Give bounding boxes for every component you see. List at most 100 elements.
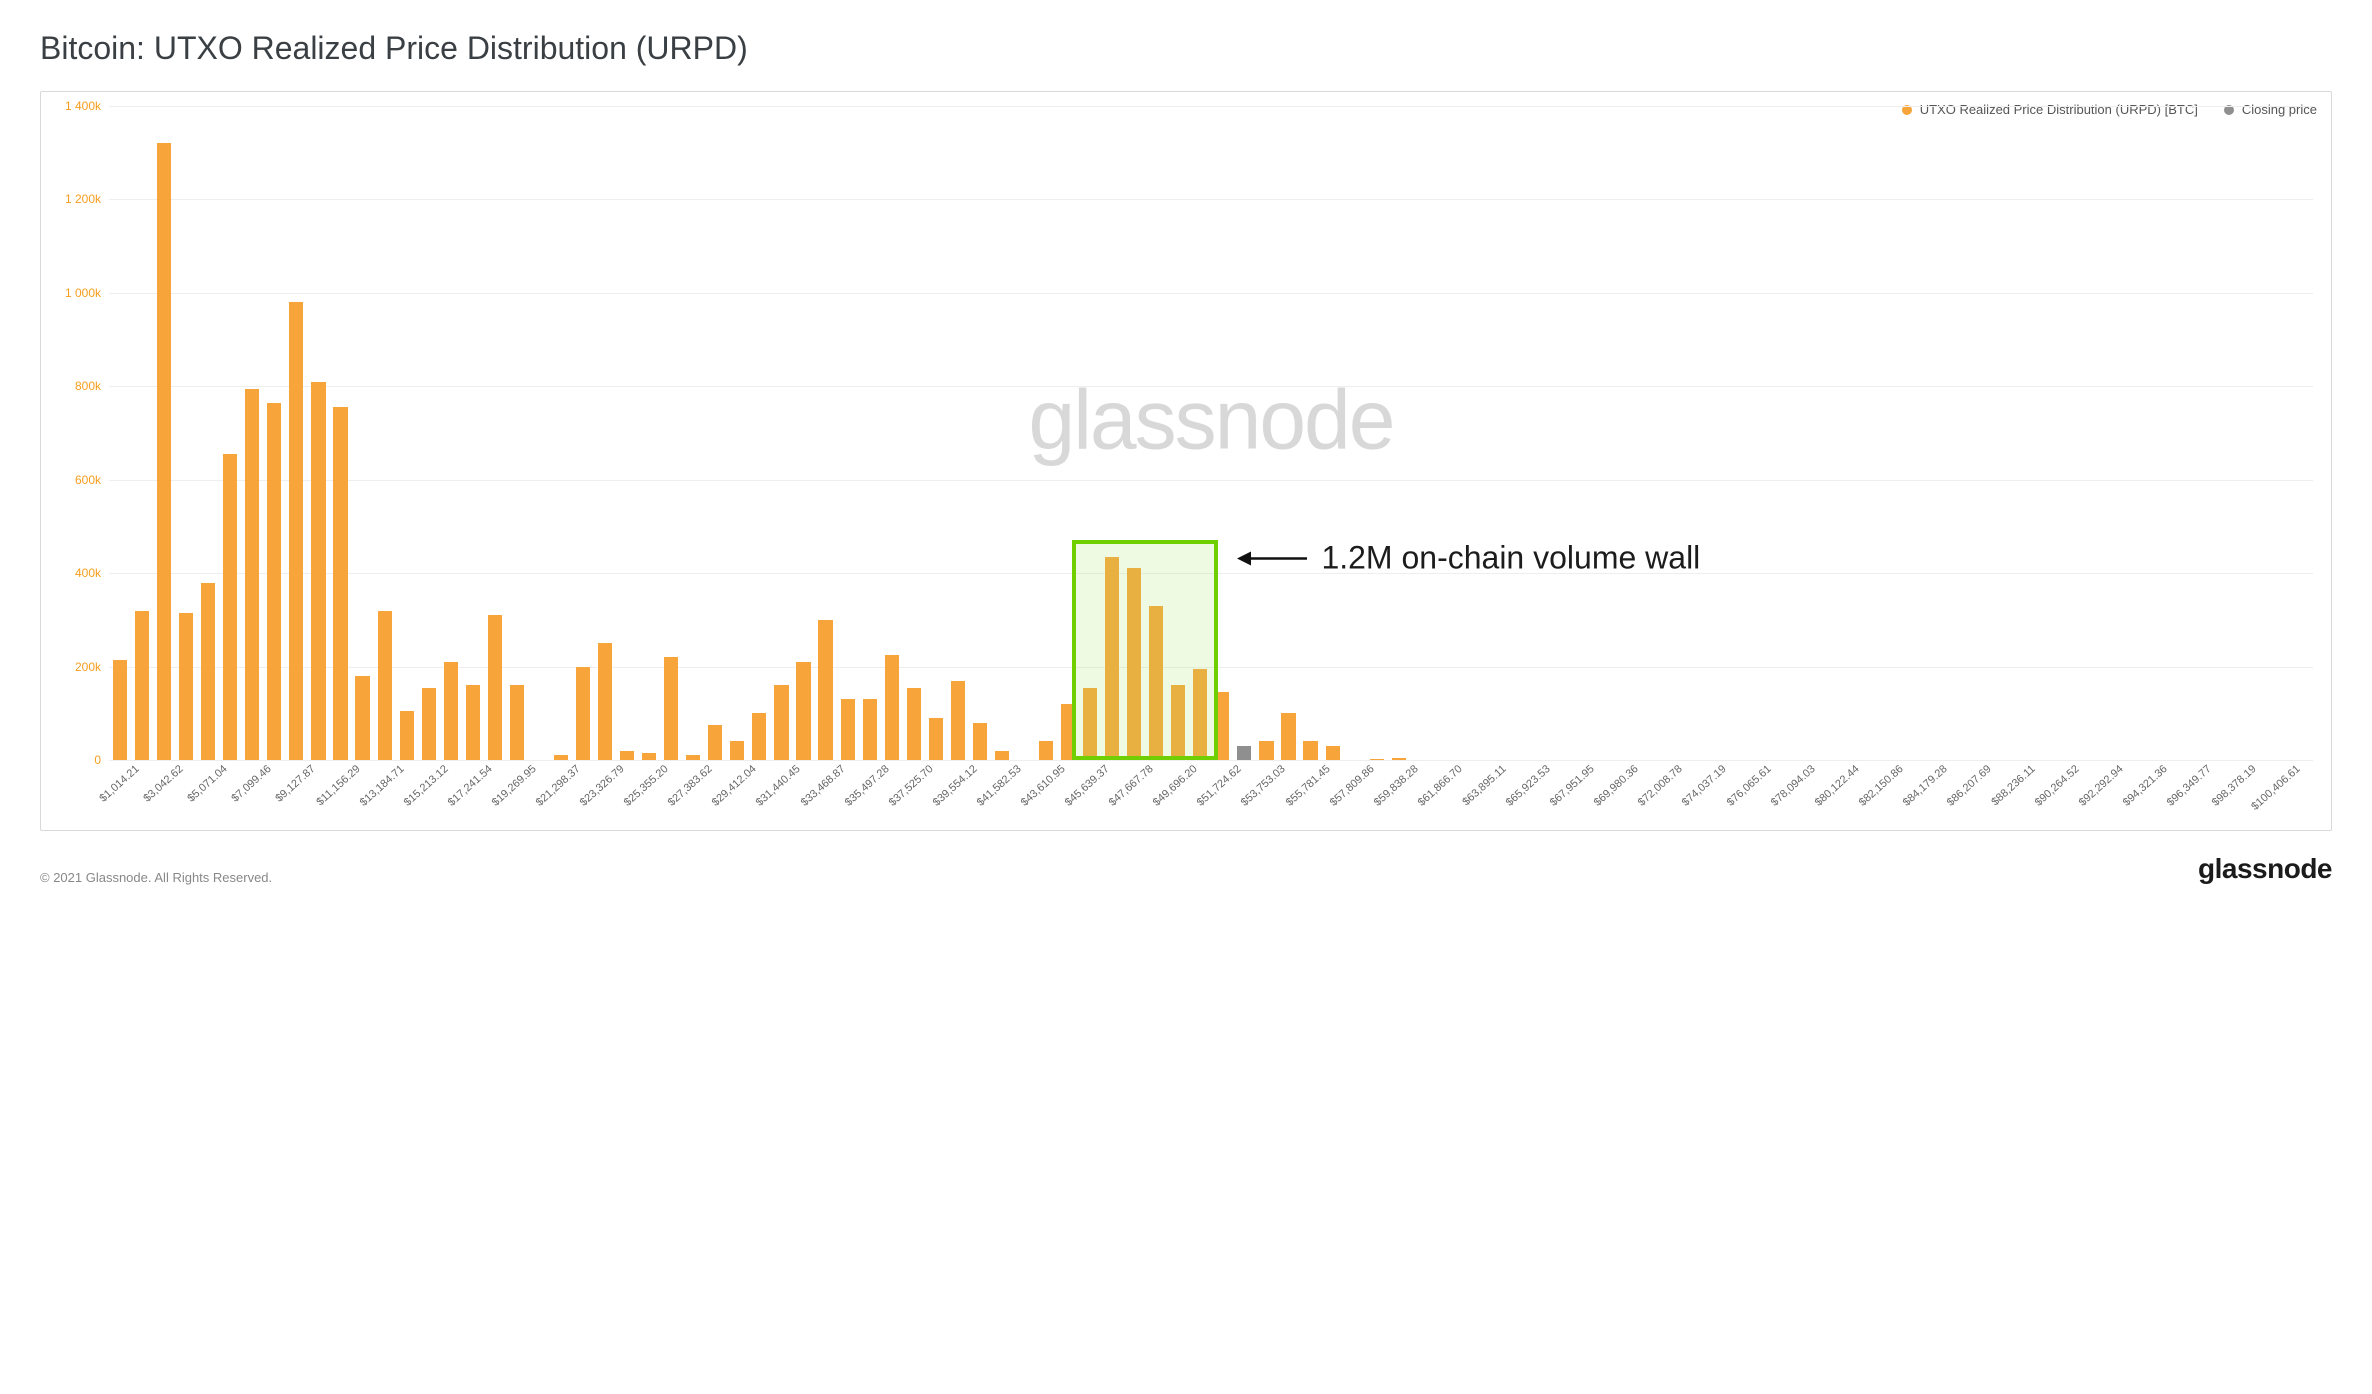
bar-slot [219, 106, 241, 760]
x-axis-label: $41,582.53 [975, 763, 1024, 809]
bar [1303, 741, 1317, 760]
x-axis-label: $7,099.46 [230, 763, 274, 805]
x-axis-label: $76,065.61 [1724, 763, 1773, 809]
y-axis-label: 1 000k [51, 286, 101, 300]
bar-slot: $94,321.36 [2137, 106, 2159, 760]
bar-slot: $41,582.53 [991, 106, 1013, 760]
bar [400, 711, 414, 760]
bar-slot: $69,980.36 [1608, 106, 1630, 760]
y-axis-label: 800k [51, 379, 101, 393]
bar-slot [131, 106, 153, 760]
bar-slot: $21,298.37 [550, 106, 572, 760]
x-axis-label: $37,525.70 [886, 763, 935, 809]
bar-slot [881, 106, 903, 760]
y-axis-label: 400k [51, 566, 101, 580]
bar-slot [616, 106, 638, 760]
bar-slot: $27,383.62 [682, 106, 704, 760]
bar-slot [2027, 106, 2049, 760]
bar-slot: $74,037.19 [1696, 106, 1718, 760]
bar [289, 302, 303, 760]
bar [774, 685, 788, 760]
bar [576, 667, 590, 760]
bar [333, 407, 347, 760]
bar [1215, 692, 1229, 760]
x-axis-label: $15,213.12 [401, 763, 450, 809]
y-axis-label: 200k [51, 660, 101, 674]
x-axis-label: $25,355.20 [622, 763, 671, 809]
bar [1149, 606, 1163, 760]
x-axis-label: $86,207.69 [1945, 763, 1994, 809]
bar [620, 751, 634, 760]
plot-area: glassnode 0200k400k600k800k1 000k1 200k1… [109, 106, 2313, 760]
bar-slot: $47,667.78 [1123, 106, 1145, 760]
bar-slot: $84,179.28 [1917, 106, 1939, 760]
x-axis-label: $3,042.62 [141, 763, 185, 805]
bar-slot [2115, 106, 2137, 760]
x-axis-label: $39,554.12 [931, 763, 980, 809]
bar-slot: $90,264.52 [2049, 106, 2071, 760]
bar-slot [1851, 106, 1873, 760]
bar-slot [484, 106, 506, 760]
bar-slot: $98,378.19 [2226, 106, 2248, 760]
bar [686, 755, 700, 760]
bar-slot: $29,412.04 [726, 106, 748, 760]
bar-slot: $61,866.70 [1432, 106, 1454, 760]
x-axis-label: $43,610.95 [1019, 763, 1068, 809]
bar-slot [1498, 106, 1520, 760]
bar-slot [2292, 106, 2314, 760]
bar-slot: $96,349.77 [2181, 106, 2203, 760]
x-axis-label: $51,724.62 [1195, 763, 1244, 809]
x-axis-label: $90,264.52 [2033, 763, 2082, 809]
bar-slot: $63,895.11 [1476, 106, 1498, 760]
bar-slot [1454, 106, 1476, 760]
bar-slot: $25,355.20 [638, 106, 660, 760]
bar-slot: $1,014.21 [109, 106, 131, 760]
bar-slot [969, 106, 991, 760]
bar-slot [748, 106, 770, 760]
bar-slot: $72,008.78 [1652, 106, 1674, 760]
x-axis-label: $82,150.86 [1857, 763, 1906, 809]
x-axis-label: $55,781.45 [1283, 763, 1332, 809]
bar [1105, 557, 1119, 760]
bar-slot [1101, 106, 1123, 760]
bar [466, 685, 480, 760]
x-axis-label: $29,412.04 [710, 763, 759, 809]
y-axis-label: 1 200k [51, 192, 101, 206]
x-axis-label: $5,071.04 [186, 763, 230, 805]
x-axis-label: $47,667.78 [1107, 763, 1156, 809]
bar [355, 676, 369, 760]
bar-slot: $49,696.20 [1167, 106, 1189, 760]
x-axis-label: $94,321.36 [2121, 763, 2170, 809]
bar-slot [1145, 106, 1167, 760]
bar [1061, 704, 1075, 760]
x-axis-label: $57,809.86 [1327, 763, 1376, 809]
bar [1127, 568, 1141, 760]
bar [1259, 741, 1273, 760]
bar-slot [1939, 106, 1961, 760]
x-axis-label: $88,236.11 [1989, 763, 2037, 808]
bar-slot [2159, 106, 2181, 760]
bar [157, 143, 171, 760]
x-axis-label: $21,298.37 [534, 763, 583, 809]
x-axis-label: $74,037.19 [1680, 763, 1729, 809]
x-axis-label: $13,184.71 [357, 763, 406, 809]
x-axis-label: $9,127.87 [274, 763, 318, 805]
bar-slot: $55,781.45 [1300, 106, 1322, 760]
bar-slot [2203, 106, 2225, 760]
x-axis-label: $78,094.03 [1768, 763, 1817, 809]
bar-slot [1630, 106, 1652, 760]
brand-logo: glassnode [2198, 853, 2332, 885]
bar-slot [307, 106, 329, 760]
bar [863, 699, 877, 760]
bar [818, 620, 832, 760]
bar [598, 643, 612, 760]
x-axis-label: $19,269.95 [490, 763, 539, 809]
bar-slot: $67,951.95 [1564, 106, 1586, 760]
bar [113, 660, 127, 760]
x-axis-label: $72,008.78 [1636, 763, 1685, 809]
bar-slot [175, 106, 197, 760]
bar-slot [1057, 106, 1079, 760]
bar [973, 723, 987, 760]
bar [841, 699, 855, 760]
bar-slot [1322, 106, 1344, 760]
